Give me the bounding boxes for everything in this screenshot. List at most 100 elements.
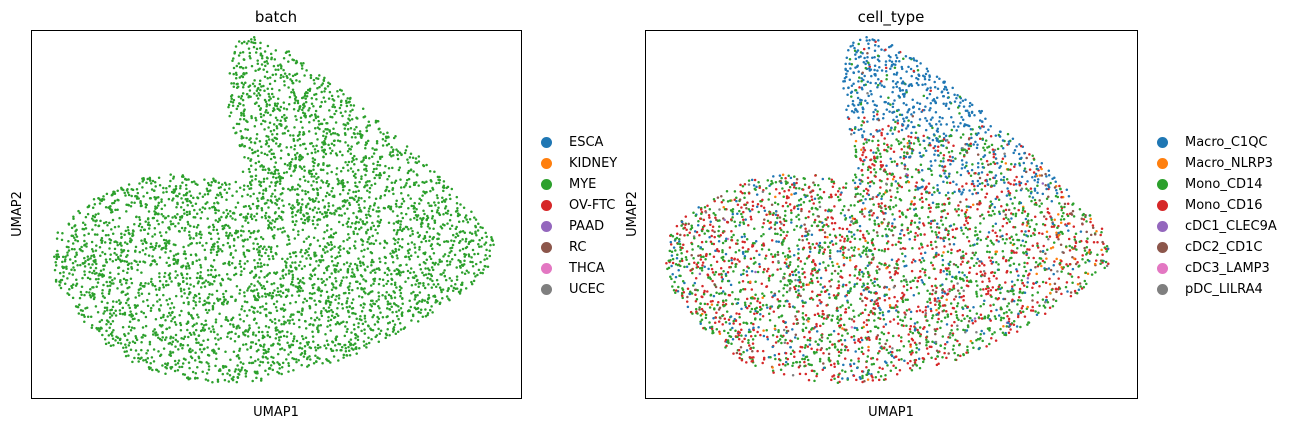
scatter-point bbox=[831, 185, 835, 189]
scatter-point bbox=[115, 253, 118, 256]
scatter-point bbox=[294, 157, 297, 161]
scatter-point bbox=[379, 196, 382, 200]
scatter-points bbox=[53, 36, 495, 384]
scatter-point bbox=[230, 295, 234, 299]
scatter-point bbox=[211, 325, 214, 328]
scatter-point bbox=[390, 155, 393, 158]
scatter-point bbox=[325, 179, 329, 183]
scatter-point bbox=[124, 343, 127, 346]
scatter-point bbox=[756, 203, 760, 206]
scatter-point bbox=[405, 181, 408, 185]
scatter-point bbox=[442, 186, 446, 190]
scatter-point bbox=[738, 322, 742, 326]
scatter-point bbox=[456, 209, 459, 213]
scatter-point bbox=[913, 238, 917, 241]
scatter-point bbox=[74, 233, 78, 236]
scatter-point bbox=[329, 234, 333, 237]
scatter-point bbox=[204, 308, 208, 312]
scatter-point bbox=[984, 139, 988, 142]
scatter-point bbox=[199, 274, 202, 278]
scatter-point bbox=[379, 194, 383, 198]
scatter-point bbox=[1071, 209, 1075, 213]
scatter-point bbox=[268, 185, 272, 188]
scatter-point bbox=[216, 202, 220, 205]
scatter-point bbox=[265, 134, 268, 138]
scatter-point bbox=[274, 321, 277, 325]
scatter-point bbox=[428, 255, 432, 258]
scatter-point bbox=[300, 351, 304, 355]
scatter-point bbox=[182, 357, 186, 360]
scatter-point bbox=[336, 177, 339, 181]
scatter-point bbox=[1027, 229, 1031, 233]
scatter-point bbox=[171, 216, 174, 219]
scatter-point bbox=[396, 229, 400, 232]
scatter-point bbox=[70, 226, 74, 230]
scatter-point bbox=[275, 326, 278, 329]
scatter-point bbox=[186, 220, 190, 224]
scatter-point bbox=[264, 295, 268, 298]
scatter-point bbox=[278, 330, 281, 334]
scatter-point bbox=[306, 190, 310, 194]
scatter-point bbox=[245, 42, 249, 45]
scatter-point bbox=[339, 181, 343, 185]
scatter-point bbox=[207, 368, 211, 371]
scatter-point bbox=[894, 59, 898, 63]
scatter-point bbox=[349, 167, 353, 170]
scatter-point bbox=[346, 286, 350, 289]
scatter-point bbox=[219, 336, 223, 340]
scatter-point bbox=[409, 254, 413, 258]
scatter-point bbox=[54, 261, 57, 264]
scatter-point bbox=[80, 245, 83, 249]
scatter-point bbox=[455, 266, 458, 269]
scatter-point bbox=[378, 332, 382, 336]
scatter-point bbox=[237, 335, 240, 339]
scatter-point bbox=[878, 261, 881, 265]
scatter-point bbox=[282, 107, 286, 110]
scatter-point bbox=[946, 212, 950, 215]
scatter-point bbox=[181, 181, 184, 184]
scatter-point bbox=[270, 201, 274, 204]
scatter-point bbox=[985, 250, 989, 254]
scatter-point bbox=[387, 302, 391, 305]
scatter-point bbox=[447, 254, 450, 258]
scatter-point bbox=[278, 367, 281, 370]
scatter-point bbox=[906, 361, 910, 365]
scatter-point bbox=[229, 253, 232, 256]
scatter-point bbox=[273, 79, 277, 83]
scatter-point bbox=[793, 175, 796, 178]
scatter-point bbox=[176, 252, 180, 256]
scatter-point bbox=[247, 39, 250, 43]
scatter-point bbox=[133, 327, 136, 330]
scatter-point bbox=[317, 200, 320, 204]
scatter-point bbox=[274, 142, 278, 145]
scatter-point bbox=[386, 315, 389, 318]
scatter-point bbox=[95, 285, 98, 289]
scatter-point bbox=[184, 197, 188, 201]
scatter-point bbox=[357, 196, 361, 200]
scatter-point bbox=[302, 96, 305, 99]
scatter-point bbox=[297, 318, 301, 322]
scatter-point bbox=[349, 126, 353, 130]
scatter-point bbox=[919, 252, 923, 255]
scatter-point bbox=[357, 203, 361, 207]
scatter-point bbox=[918, 102, 922, 105]
scatter-point bbox=[256, 292, 260, 295]
scatter-point bbox=[204, 279, 208, 282]
scatter-point bbox=[170, 365, 174, 369]
scatter-point bbox=[438, 243, 441, 247]
scatter-point bbox=[141, 249, 145, 252]
scatter-point bbox=[203, 303, 207, 306]
scatter-point bbox=[303, 264, 306, 268]
scatter-point bbox=[329, 241, 333, 244]
scatter-point bbox=[136, 191, 140, 195]
scatter-point bbox=[323, 141, 326, 145]
scatter-point bbox=[348, 203, 352, 207]
scatter-point bbox=[112, 328, 115, 332]
scatter-point bbox=[243, 369, 247, 372]
scatter-point bbox=[272, 123, 276, 126]
scatter-point bbox=[431, 247, 434, 251]
scatter-point bbox=[188, 190, 191, 193]
scatter-point bbox=[723, 218, 726, 222]
scatter-point bbox=[266, 273, 270, 276]
scatter-point bbox=[283, 72, 287, 75]
